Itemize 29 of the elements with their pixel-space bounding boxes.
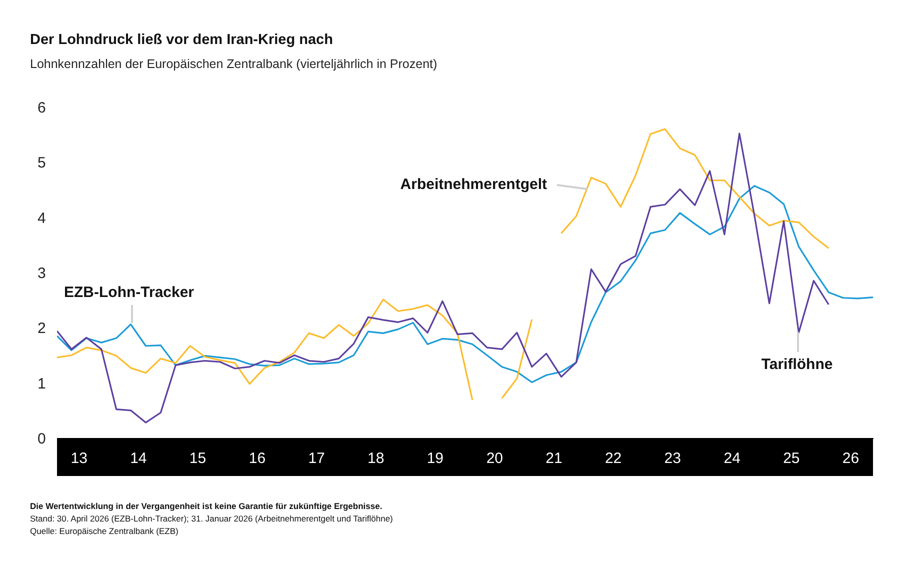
x-tick-label: 21	[546, 450, 562, 467]
y-tick-label: 3	[38, 265, 46, 282]
x-tick-label: 23	[664, 450, 681, 467]
y-tick-label: 0	[38, 430, 46, 448]
x-tick-label: 24	[724, 450, 740, 467]
chart-title: Der Lohndruck ließ vor dem Iran-Krieg nach	[30, 32, 333, 48]
source-note: Quelle: Europäische Zentralbank (EZB)	[30, 526, 179, 536]
text: Arbeitnehmerentgelt	[400, 176, 547, 193]
y-tick-label: 5	[38, 154, 46, 172]
y-tick-label: 1	[38, 375, 46, 392]
x-tick-label: 20	[486, 450, 504, 467]
x-tick-label: 17	[308, 450, 325, 467]
x-tick-label: 26	[842, 450, 860, 467]
text: EZB-Lohn-Tracker	[64, 284, 194, 301]
x-tick-label: 16	[248, 450, 266, 467]
text: Stand: 30. April 2026 (EZB-Lohn-Tracker); 31. Januar 2026 (Arbeitnehmerentgelt und Tariflöhne)	[30, 514, 394, 524]
text: Die Wertentwicklung in der Vergangenheit ist keine Garantie für zukünftige Ergebnisse.	[30, 501, 382, 511]
x-tick-label: 25	[783, 450, 800, 467]
x-tick-label: 18	[368, 450, 384, 467]
y-tick-label: 6	[38, 100, 46, 116]
x-tick-label: 22	[604, 450, 622, 467]
y-tick-label: 2	[38, 320, 46, 338]
x-tick-label: 15	[189, 450, 206, 467]
y-tick-label: 4	[38, 210, 46, 227]
chart-subtitle: Lohnkennzahlen der Europäischen Zentralbank (vierteljährlich in Prozent)	[30, 57, 438, 71]
x-tick-label: 14	[130, 450, 147, 467]
x-tick-label: 13	[70, 450, 88, 467]
text: Tariflöhne	[761, 356, 833, 373]
x-tick-label: 19	[426, 450, 444, 467]
